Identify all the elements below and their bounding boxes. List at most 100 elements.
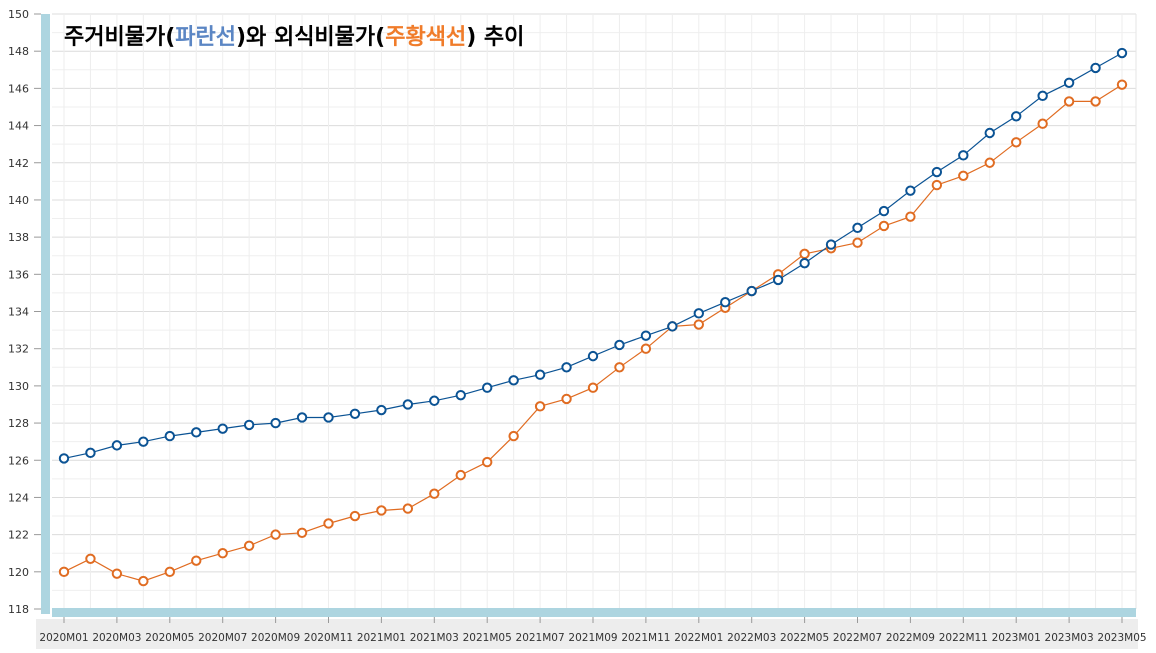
x-tick-label: 2020M05: [145, 632, 194, 644]
title-part-5: ) 추이: [466, 25, 524, 50]
data-point-housing: [720, 297, 731, 308]
data-point-dining: [931, 179, 943, 191]
x-tick-label: 2020M11: [304, 632, 353, 644]
x-tick-label: 2020M01: [39, 632, 88, 644]
data-point-dining: [402, 503, 414, 514]
data-point-housing: [1090, 62, 1101, 74]
data-point-housing: [905, 185, 916, 196]
x-tick-label: 2022M01: [674, 632, 723, 644]
data-point-housing: [958, 150, 969, 161]
data-point-dining: [799, 248, 810, 260]
data-point-dining: [376, 505, 387, 516]
data-point-housing: [878, 205, 890, 217]
data-point-housing: [376, 404, 387, 416]
data-point-dining: [1116, 79, 1128, 90]
data-point-housing: [429, 395, 440, 406]
x-tick-label: 2022M05: [780, 632, 829, 644]
data-point-housing: [138, 436, 149, 447]
svg-text:주거비물가(파란선)와 외식비물가(주황색선) 추이: 주거비물가(파란선)와 외식비물가(주황색선) 추이: [64, 25, 524, 50]
x-axis-label-band: [36, 619, 1138, 649]
data-point-housing: [508, 375, 519, 386]
y-tick-label: 118: [8, 603, 29, 616]
y-tick-label: 142: [8, 157, 29, 170]
grid-layer: [52, 13, 1137, 610]
data-point-dining: [852, 237, 863, 248]
title-blue-label: 파란선: [175, 25, 236, 50]
title-part-3: )와 외식비물가(: [236, 25, 385, 50]
data-point-housing: [852, 222, 863, 234]
x-tick-label: 2020M07: [198, 632, 247, 644]
data-point-housing: [1011, 111, 1022, 122]
data-point-housing: [984, 127, 995, 139]
x-tick-label: 2020M09: [251, 632, 300, 644]
data-point-dining: [138, 575, 149, 587]
data-point-dining: [640, 343, 652, 354]
y-tick-label: 126: [8, 454, 29, 467]
data-point-housing: [1063, 77, 1075, 88]
y-tick-label: 140: [8, 194, 29, 207]
data-point-dining: [85, 553, 96, 564]
y-tick-label: 128: [8, 417, 29, 430]
data-point-housing: [561, 362, 572, 373]
data-point-dining: [958, 170, 969, 181]
data-point-housing: [323, 412, 334, 423]
data-point-dining: [1037, 118, 1048, 129]
x-tick-label: 2022M11: [939, 632, 988, 644]
data-point-dining: [614, 362, 625, 373]
axis-layer: 118 120 122 124 126 128 130 132 134 136 138 140 142 1…: [8, 8, 1147, 649]
y-tick-label: 122: [8, 529, 29, 542]
y-tick-label: 124: [8, 491, 29, 504]
data-point-housing: [667, 321, 678, 332]
x-tick-label: 2021M09: [568, 632, 617, 644]
data-point-housing: [614, 339, 625, 351]
y-tick-label: 120: [8, 566, 29, 579]
data-point-dining: [323, 518, 334, 529]
y-tick-label: 150: [8, 8, 29, 21]
data-point-dining: [111, 568, 123, 579]
data-point-housing: [58, 453, 70, 464]
data-point-housing: [931, 166, 943, 178]
data-point-dining: [429, 488, 440, 499]
data-point-dining: [270, 529, 281, 540]
data-point-dining: [1011, 137, 1022, 148]
data-point-housing: [534, 369, 546, 380]
data-point-housing: [482, 382, 493, 393]
data-point-dining: [1063, 96, 1075, 107]
data-point-housing: [640, 330, 652, 341]
data-point-dining: [693, 319, 704, 330]
data-point-dining: [905, 211, 916, 222]
x-tick-label: 2022M07: [833, 632, 882, 644]
data-point-housing: [799, 257, 810, 269]
data-point-dining: [191, 555, 202, 566]
x-tick-label: 2021M11: [621, 632, 670, 644]
x-axis-floor: [52, 608, 1136, 617]
data-point-dining: [296, 527, 308, 538]
x-tick-label: 2022M03: [727, 632, 776, 644]
data-point-housing: [164, 430, 176, 442]
data-point-housing: [270, 417, 281, 429]
data-point-housing: [402, 399, 414, 410]
x-tick-label: 2021M03: [410, 632, 459, 644]
x-tick-label: 2021M05: [463, 632, 512, 644]
y-tick-label: 148: [8, 45, 29, 58]
x-tick-label: 2023M05: [1097, 632, 1146, 644]
data-point-dining: [508, 430, 519, 442]
y-tick-label: 134: [8, 306, 29, 319]
data-point-housing: [217, 423, 228, 434]
y-tick-label: 146: [8, 82, 29, 95]
data-point-housing: [111, 440, 123, 451]
data-point-dining: [534, 401, 546, 412]
title-part-1: 주거비물가(: [64, 25, 175, 50]
x-tick-label: 2022M09: [886, 632, 935, 644]
data-point-dining: [349, 510, 361, 522]
data-point-dining: [482, 456, 493, 468]
data-point-dining: [58, 566, 70, 578]
data-point-dining: [1090, 96, 1101, 107]
x-tick-label: 2023M03: [1045, 632, 1094, 644]
data-point-dining: [561, 393, 572, 405]
data-point-dining: [587, 382, 599, 393]
data-point-dining: [243, 540, 255, 551]
data-point-housing: [772, 274, 784, 286]
data-point-housing: [85, 447, 96, 459]
x-tick-label: 2021M01: [357, 632, 406, 644]
